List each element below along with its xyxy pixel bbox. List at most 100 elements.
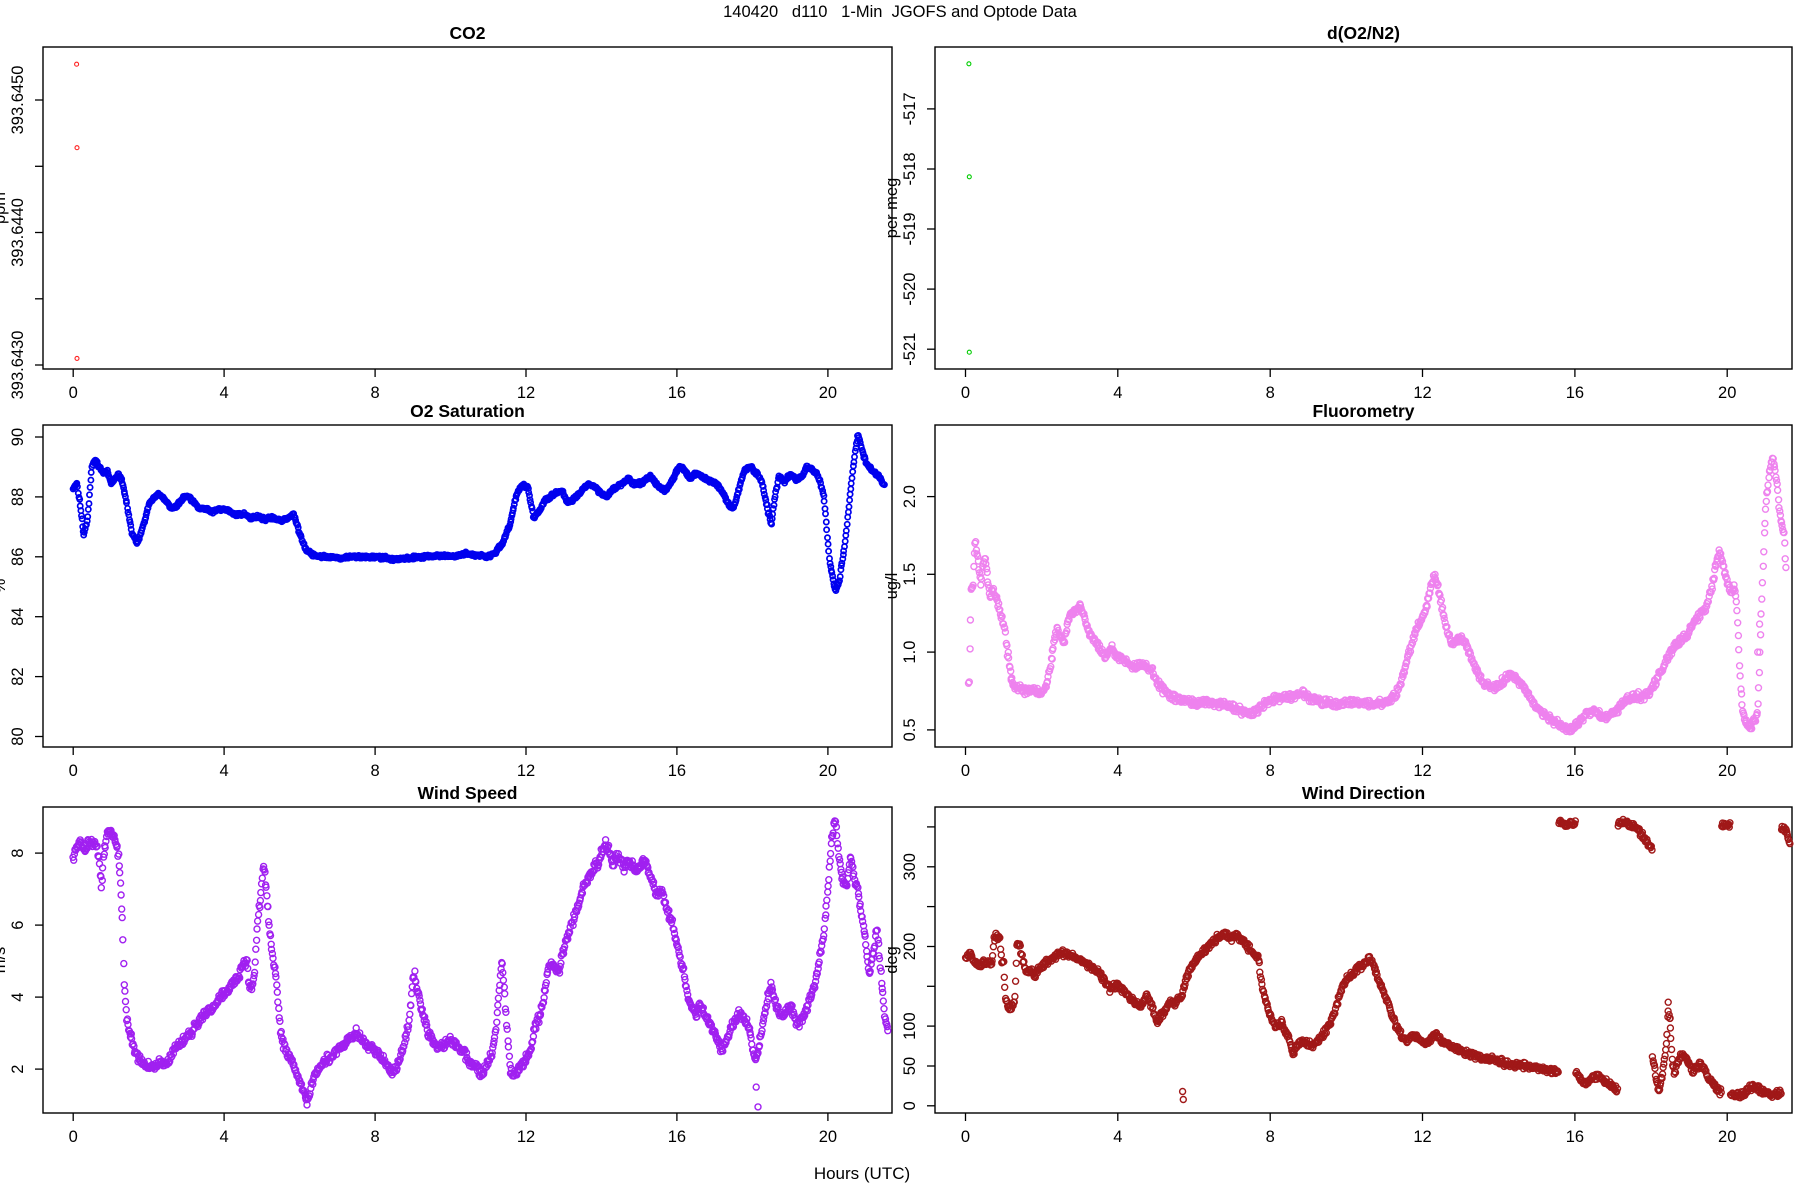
y-ticks bbox=[927, 108, 935, 350]
svg-text:4: 4 bbox=[220, 1128, 229, 1146]
panel-do2n2: 0 4 8 12 16 20 -521 -520 -519 -518 -517 per meg d(O2… bbox=[883, 23, 1793, 402]
y-tick-labels: 0.5 1.0 1.5 2.0 bbox=[901, 485, 919, 741]
svg-text:12: 12 bbox=[517, 384, 535, 402]
svg-text:16: 16 bbox=[1566, 762, 1584, 780]
y-axis-label: % bbox=[0, 578, 9, 593]
panel-title: Wind Speed bbox=[418, 783, 518, 803]
svg-text:-519: -519 bbox=[901, 212, 919, 245]
x-ticks bbox=[964, 1113, 1728, 1121]
svg-text:0: 0 bbox=[901, 1101, 919, 1110]
svg-text:86: 86 bbox=[9, 548, 27, 566]
svg-text:-518: -518 bbox=[901, 152, 919, 185]
y-ticks bbox=[927, 826, 935, 1107]
panel-title: d(O2/N2) bbox=[1327, 23, 1400, 43]
svg-text:Wind Speed: Wind Speed bbox=[418, 783, 518, 803]
series-points bbox=[74, 61, 80, 361]
axis-box bbox=[42, 806, 893, 1114]
x-tick-labels: 0 4 8 12 16 20 bbox=[961, 1128, 1736, 1146]
svg-text:4: 4 bbox=[1113, 762, 1122, 780]
x-axis-label: Hours (UTC) bbox=[813, 1164, 911, 1183]
svg-text:0: 0 bbox=[69, 762, 78, 780]
panel-co2: 0 4 8 12 16 20 393.6430 393.6440 393.6450 ppm CO2 bbox=[0, 23, 893, 402]
svg-text:d(O2/N2): d(O2/N2) bbox=[1327, 23, 1400, 43]
svg-text:82: 82 bbox=[9, 667, 27, 685]
svg-text:2: 2 bbox=[9, 1065, 27, 1074]
svg-text:1.5: 1.5 bbox=[901, 563, 919, 586]
svg-text:200: 200 bbox=[901, 933, 919, 961]
svg-text:393.6430: 393.6430 bbox=[9, 331, 27, 400]
series-points bbox=[69, 817, 892, 1111]
y-ticks bbox=[35, 852, 43, 1070]
svg-text:0: 0 bbox=[69, 384, 78, 402]
y-ticks bbox=[927, 495, 935, 731]
svg-text:0: 0 bbox=[69, 1128, 78, 1146]
svg-text:8: 8 bbox=[9, 849, 27, 858]
svg-text:8: 8 bbox=[1266, 1128, 1275, 1146]
svg-text:20: 20 bbox=[819, 384, 837, 402]
axis-box bbox=[934, 806, 1793, 1114]
y-axis-label: deg bbox=[883, 946, 901, 974]
series-points bbox=[69, 432, 888, 595]
svg-text:8: 8 bbox=[1266, 384, 1275, 402]
svg-text:20: 20 bbox=[1718, 384, 1736, 402]
svg-text:-520: -520 bbox=[901, 273, 919, 306]
svg-text:50: 50 bbox=[901, 1057, 919, 1075]
svg-text:20: 20 bbox=[1718, 762, 1736, 780]
axis-box bbox=[934, 46, 1793, 370]
svg-text:88: 88 bbox=[9, 488, 27, 506]
x-tick-labels: 0 4 8 12 16 20 bbox=[69, 762, 837, 780]
series-points bbox=[964, 454, 1790, 736]
svg-text:0.5: 0.5 bbox=[901, 718, 919, 741]
svg-text:4: 4 bbox=[1113, 1128, 1122, 1146]
svg-text:12: 12 bbox=[517, 1128, 535, 1146]
axis-box bbox=[42, 424, 893, 748]
panel-title: Fluorometry bbox=[1312, 401, 1414, 421]
svg-text:0: 0 bbox=[961, 1128, 970, 1146]
svg-text:84: 84 bbox=[9, 608, 27, 626]
x-tick-labels: 0 4 8 12 16 20 bbox=[961, 384, 1736, 402]
x-ticks bbox=[964, 747, 1728, 755]
axis-box bbox=[934, 424, 1793, 748]
y-ticks bbox=[35, 99, 43, 366]
x-tick-labels: 0 4 8 12 16 20 bbox=[69, 384, 837, 402]
svg-text:8: 8 bbox=[1266, 762, 1275, 780]
svg-text:0: 0 bbox=[961, 762, 970, 780]
svg-text:%: % bbox=[0, 578, 9, 593]
svg-text:20: 20 bbox=[819, 762, 837, 780]
y-tick-labels: 393.6430 393.6440 393.6450 bbox=[9, 66, 27, 400]
svg-text:Wind Direction: Wind Direction bbox=[1302, 783, 1425, 803]
svg-text:100: 100 bbox=[901, 1012, 919, 1040]
svg-text:16: 16 bbox=[1566, 1128, 1584, 1146]
svg-text:per meg: per meg bbox=[883, 178, 901, 239]
x-ticks bbox=[72, 369, 829, 377]
x-ticks bbox=[964, 369, 1728, 377]
svg-text:8: 8 bbox=[371, 1128, 380, 1146]
svg-text:8: 8 bbox=[371, 384, 380, 402]
y-tick-labels: -521 -520 -519 -518 -517 bbox=[901, 92, 919, 365]
svg-text:CO2: CO2 bbox=[450, 23, 486, 43]
y-tick-labels: 80 82 84 86 88 90 bbox=[9, 428, 27, 746]
svg-text:4: 4 bbox=[220, 384, 229, 402]
svg-text:12: 12 bbox=[517, 762, 535, 780]
y-axis-label: ug/l bbox=[883, 573, 901, 600]
svg-text:16: 16 bbox=[668, 762, 686, 780]
series-points bbox=[961, 815, 1794, 1104]
panel-title: Wind Direction bbox=[1302, 783, 1425, 803]
svg-text:-517: -517 bbox=[901, 92, 919, 125]
y-axis-label: m/s bbox=[0, 947, 9, 974]
panel-fluorometry: 0 4 8 12 16 20 0.5 1.0 1.5 2.0 ug/l Fluorometry bbox=[883, 401, 1793, 780]
svg-text:12: 12 bbox=[1413, 1128, 1431, 1146]
svg-text:0: 0 bbox=[961, 384, 970, 402]
series-points bbox=[966, 61, 972, 355]
svg-text:ppm: ppm bbox=[0, 192, 9, 224]
svg-text:deg: deg bbox=[883, 946, 901, 974]
y-tick-labels: 0 50 100 200 300 bbox=[901, 853, 919, 1110]
svg-text:2.0: 2.0 bbox=[901, 485, 919, 508]
svg-text:ug/l: ug/l bbox=[883, 573, 901, 600]
panel-title: O2 Saturation bbox=[410, 401, 525, 421]
svg-text:300: 300 bbox=[901, 853, 919, 881]
svg-text:m/s: m/s bbox=[0, 947, 9, 974]
